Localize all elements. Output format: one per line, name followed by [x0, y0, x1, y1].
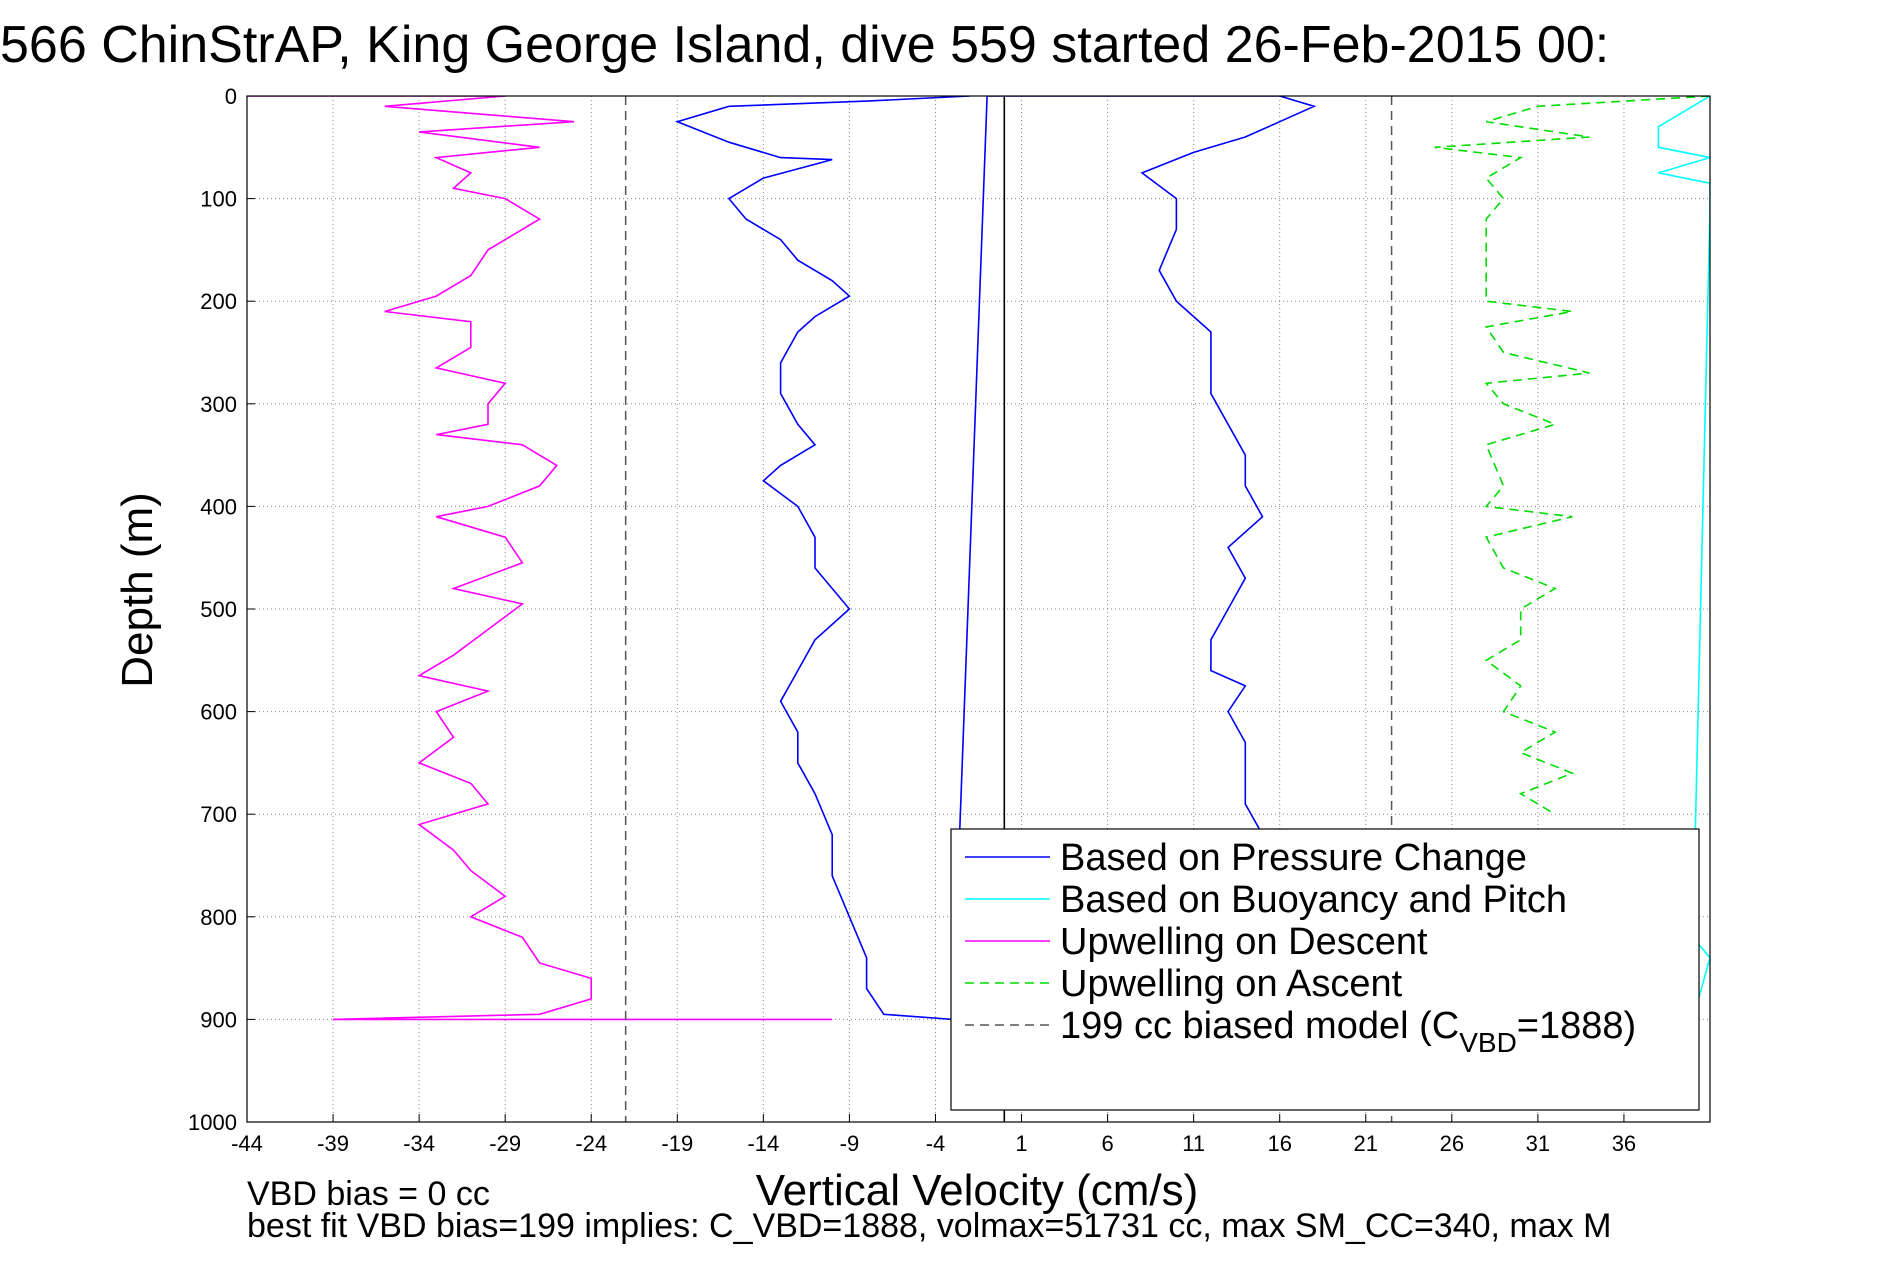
y-tick-label: 100: [200, 187, 237, 212]
footnote-vbd-bias: VBD bias = 0 cc: [247, 1175, 490, 1213]
legend-label: Based on Pressure Change: [1060, 837, 1527, 879]
footnote-best-fit: best fit VBD bias=199 implies: C_VBD=188…: [247, 1207, 1611, 1245]
series-line-1: [1657, 96, 1710, 1020]
x-tick-label: 11: [1182, 1131, 1205, 1156]
x-tick-label: -4: [926, 1131, 946, 1156]
x-tick-label: 26: [1440, 1131, 1464, 1156]
x-tick-label: 36: [1612, 1131, 1636, 1156]
x-tick-label: 6: [1101, 1131, 1113, 1156]
axis-ticks: -44 -39 -34 -29 -24 -19 -14 -9 -4 1 6 11 16 21 26 31 360…: [188, 84, 1636, 1156]
legend-box: [950, 828, 1700, 1111]
x-tick-label: -44: [231, 1131, 263, 1156]
chart-title: 566 ChinStrAP, King George Island, dive …: [0, 16, 1609, 74]
series-line-3: [1434, 96, 1710, 815]
x-tick-label: 31: [1526, 1131, 1550, 1156]
y-tick-label: 200: [200, 289, 237, 314]
series-line-2: [247, 96, 833, 1021]
legend-label: Upwelling on Descent: [1060, 921, 1428, 963]
y-axis-label: Depth (m): [113, 492, 162, 688]
x-axis-label: Vertical Velocity (cm/s): [756, 1166, 1199, 1215]
y-tick-label: 300: [200, 392, 237, 417]
x-tick-label: 21: [1354, 1131, 1378, 1156]
legend-subscript: VBD: [1459, 1027, 1517, 1058]
y-tick-label: 1000: [188, 1110, 237, 1135]
x-tick-label: -34: [403, 1131, 435, 1156]
legend-label: Upwelling on Ascent: [1060, 963, 1403, 1005]
x-tick-label: -39: [317, 1131, 349, 1156]
x-tick-label: 1: [1015, 1131, 1027, 1156]
y-tick-label: 0: [225, 84, 237, 109]
x-tick-label: -19: [661, 1131, 693, 1156]
y-tick-label: 400: [200, 494, 237, 519]
y-tick-label: 600: [200, 700, 237, 725]
x-tick-label: -29: [489, 1131, 521, 1156]
x-tick-label: -9: [840, 1131, 860, 1156]
y-tick-label: 800: [200, 905, 237, 930]
y-tick-label: 900: [200, 1007, 237, 1032]
y-tick-label: 500: [200, 597, 237, 622]
x-tick-label: 16: [1267, 1131, 1291, 1156]
y-tick-label: 700: [200, 802, 237, 827]
x-tick-label: -24: [575, 1131, 607, 1156]
series-line-0: [674, 96, 1317, 1021]
legend-suffix: =1888): [1517, 1005, 1636, 1047]
legend-label: Based on Buoyancy and Pitch: [1060, 879, 1567, 921]
x-tick-label: -14: [747, 1131, 779, 1156]
